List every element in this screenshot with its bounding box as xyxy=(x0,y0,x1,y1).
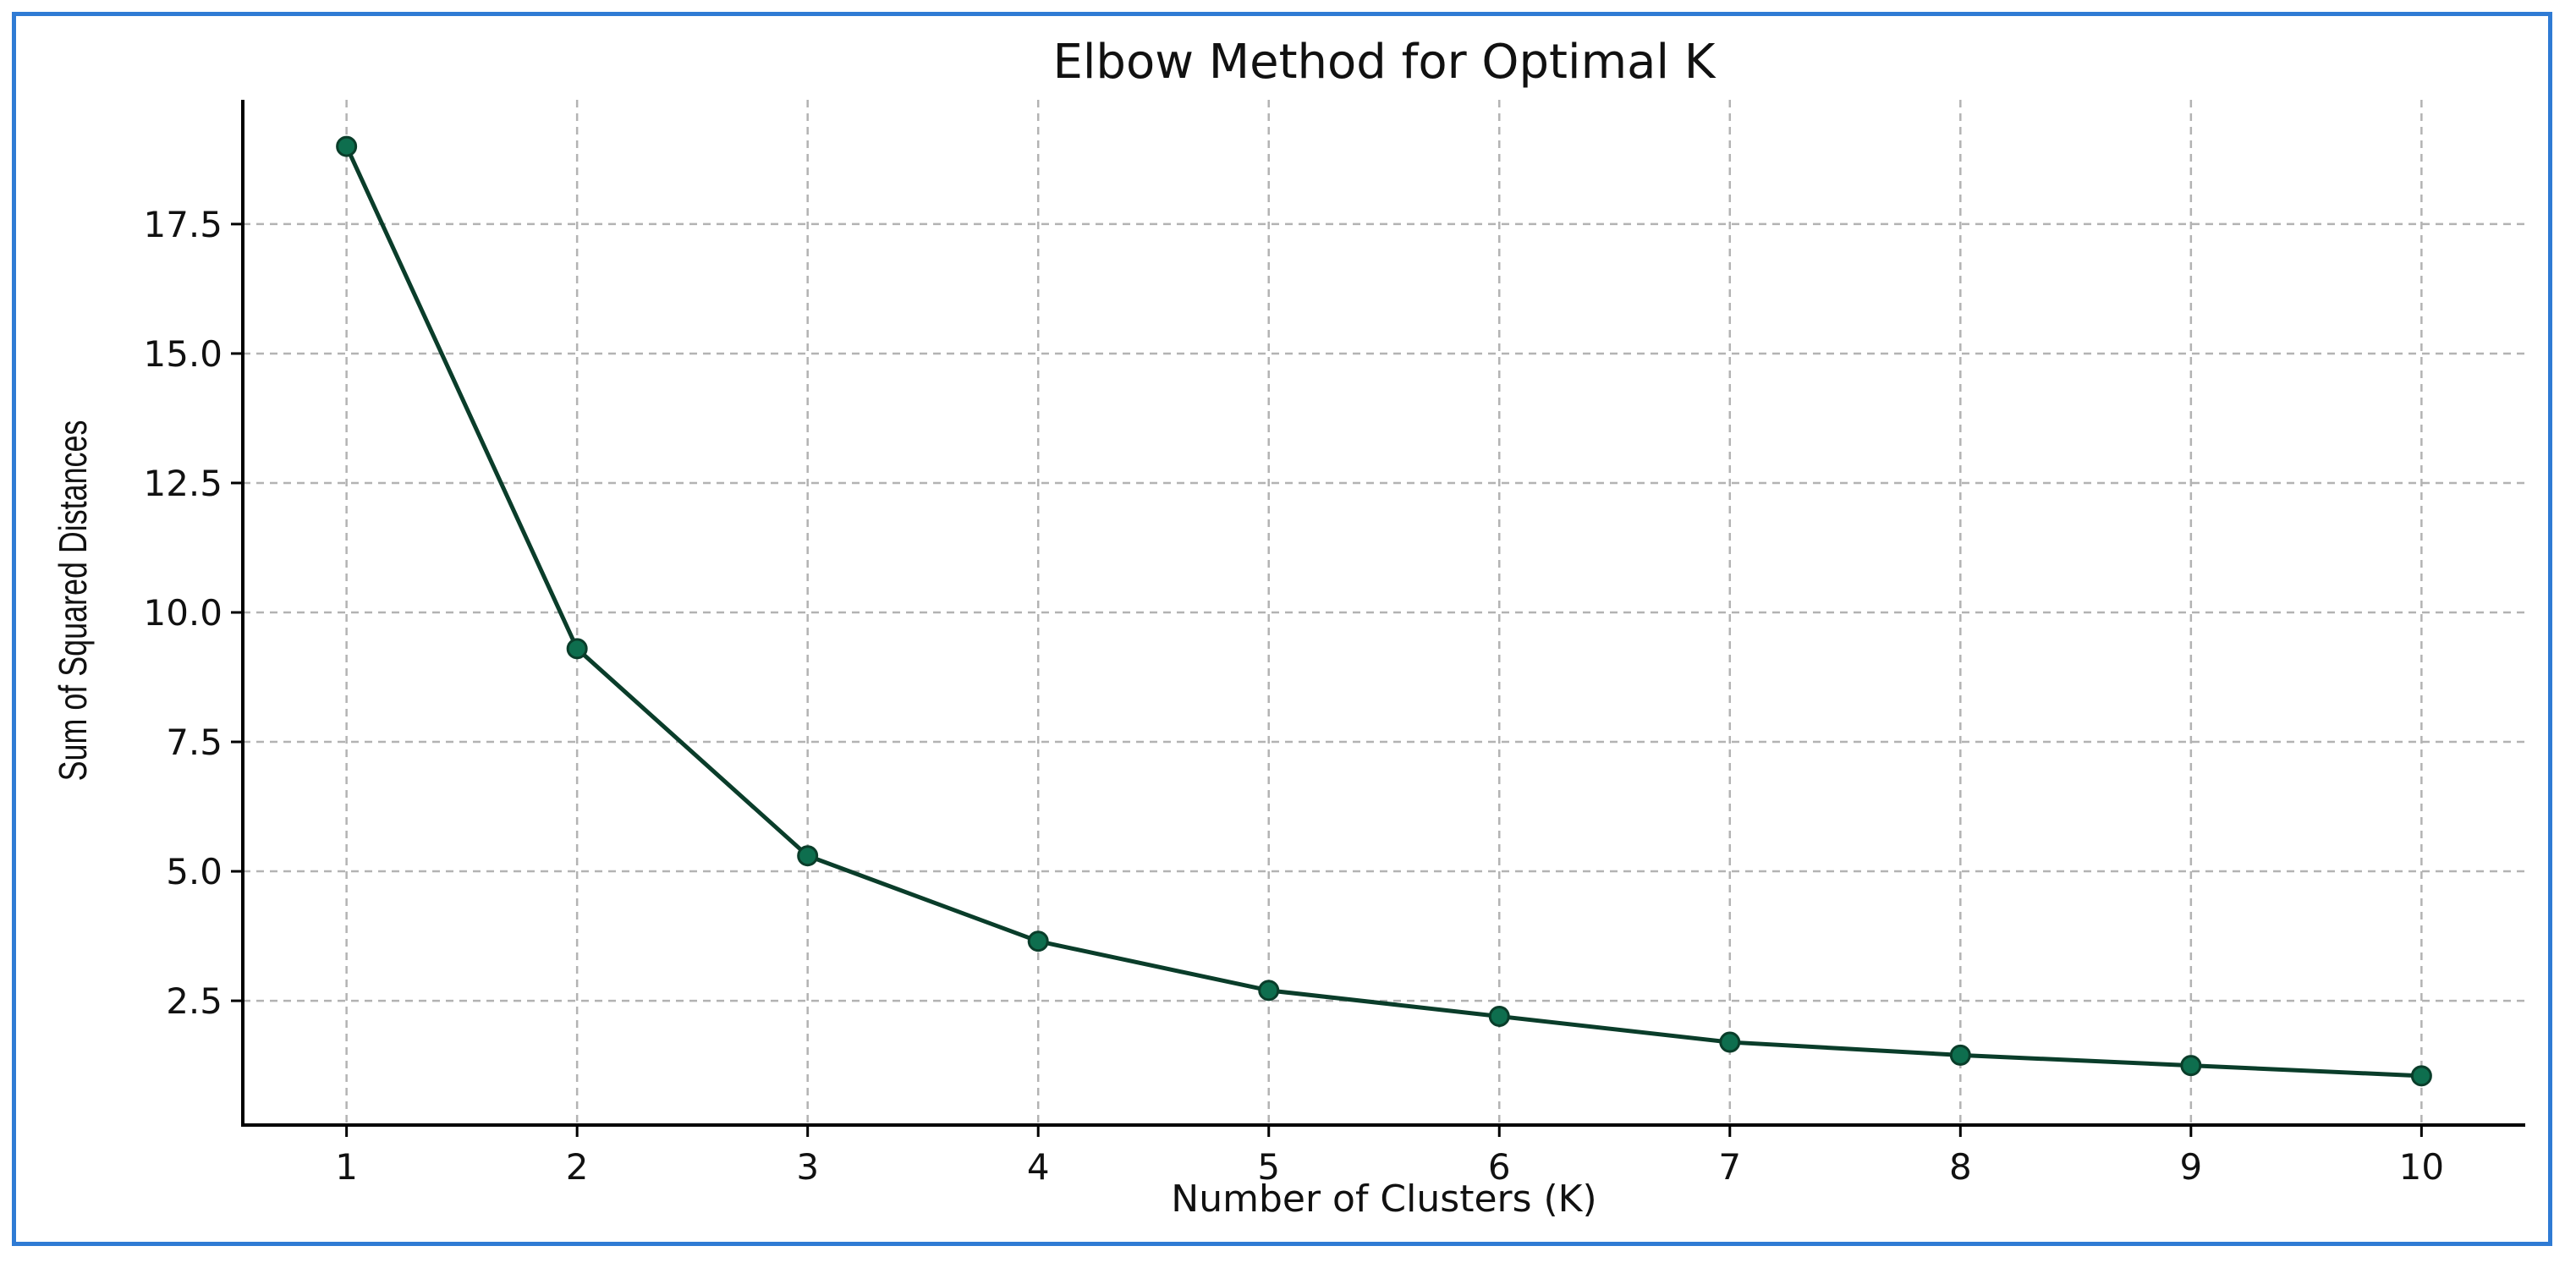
chart-frame xyxy=(12,12,2552,1246)
x-tick-label: 5 xyxy=(1257,1146,1280,1188)
data-point xyxy=(1027,930,1049,952)
x-tick-label: 2 xyxy=(566,1146,589,1188)
data-point xyxy=(2410,1065,2432,1087)
x-tick-label: 6 xyxy=(1488,1146,1511,1188)
y-tick-label: 12.5 xyxy=(143,463,222,504)
data-layer xyxy=(336,135,2432,1087)
data-point xyxy=(2180,1055,2202,1077)
data-point xyxy=(1258,980,1280,1002)
data-point xyxy=(566,638,588,660)
y-tick-label: 10.0 xyxy=(143,592,222,634)
y-axis-label: Sum of Squared Distances xyxy=(52,420,95,782)
x-tick-label: 1 xyxy=(335,1146,358,1188)
y-tick-label: 17.5 xyxy=(143,204,222,245)
grid-layer xyxy=(243,100,2525,1125)
axes-layer: 1 2 3 4 5 6 7 8 9 10 2.5 5.0 7.5 10.0 12.5 15.0 17.5 xyxy=(143,100,2525,1188)
label-layer: Elbow Method for Optimal K Number of Clu… xyxy=(52,35,1716,1221)
data-point xyxy=(1488,1005,1510,1027)
x-tick-label: 4 xyxy=(1027,1146,1050,1188)
y-tick-label: 7.5 xyxy=(166,722,222,763)
data-point xyxy=(1719,1031,1741,1053)
data-point xyxy=(797,845,819,867)
y-tick-label: 15.0 xyxy=(143,333,222,375)
data-point xyxy=(336,135,358,157)
series-line xyxy=(344,145,2422,1079)
x-tick-label: 10 xyxy=(2399,1146,2444,1188)
data-point xyxy=(1949,1044,1971,1066)
x-tick-label: 3 xyxy=(796,1146,819,1188)
chart-title: Elbow Method for Optimal K xyxy=(1052,35,1716,90)
x-axis-label: Number of Clusters (K) xyxy=(1171,1177,1596,1221)
x-tick-label: 8 xyxy=(1949,1146,1972,1188)
x-tick-label: 9 xyxy=(2179,1146,2202,1188)
y-tick-label: 5.0 xyxy=(166,851,222,892)
y-tick-label: 2.5 xyxy=(166,980,222,1022)
x-tick-label: 7 xyxy=(1718,1146,1741,1188)
